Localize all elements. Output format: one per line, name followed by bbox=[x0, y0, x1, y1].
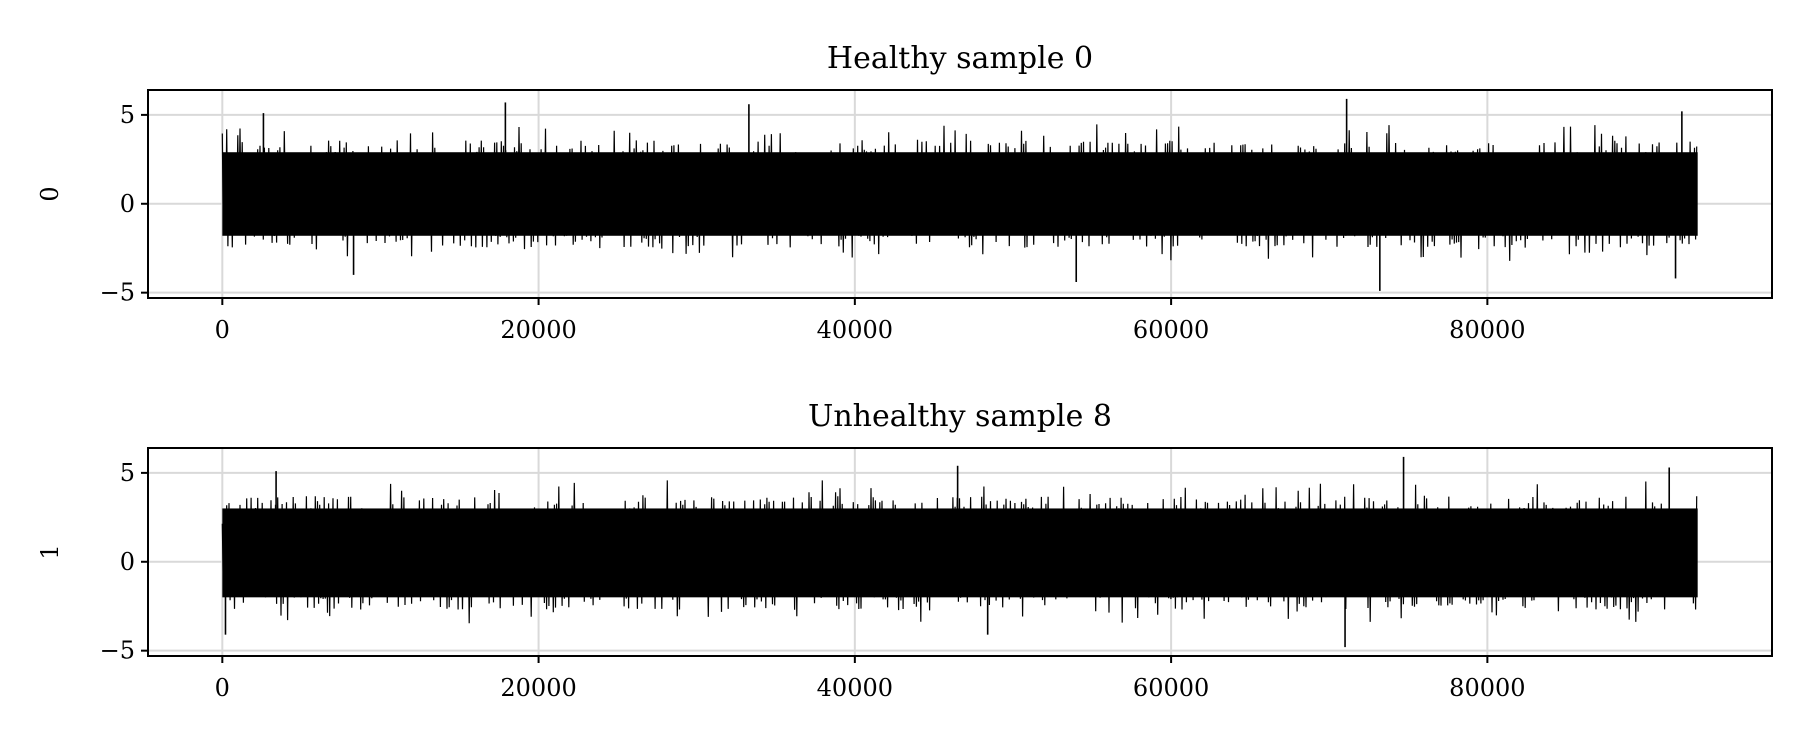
x-tick-label: 60000 bbox=[1133, 674, 1209, 702]
signal-core bbox=[222, 152, 1698, 236]
y-tick-label: 5 bbox=[120, 459, 135, 487]
y-tick-label: 0 bbox=[120, 548, 135, 576]
subplot-1: 0 20000 40000 60000 80000 −5 0 5 Unhealthy sampl… bbox=[36, 399, 1773, 702]
plot-frame bbox=[147, 89, 1773, 299]
x-tick-label: 20000 bbox=[500, 316, 576, 344]
subplot-0: 0 20000 40000 60000 80000 −5 0 5 Healthy sample … bbox=[36, 41, 1773, 344]
y-tick-label: 5 bbox=[120, 101, 135, 129]
plot-frame bbox=[147, 447, 1773, 657]
x-tick-label: 0 bbox=[215, 316, 230, 344]
signal-core bbox=[222, 508, 1698, 598]
x-tick-label: 0 bbox=[215, 674, 230, 702]
x-tick-label: 60000 bbox=[1133, 316, 1209, 344]
y-tick-label: 0 bbox=[120, 190, 135, 218]
y-axis-label: 0 bbox=[36, 186, 64, 201]
x-tick-label: 40000 bbox=[817, 674, 893, 702]
x-tick-label: 80000 bbox=[1449, 316, 1525, 344]
y-axis-label: 1 bbox=[36, 544, 64, 559]
chart-title: Healthy sample 0 bbox=[827, 41, 1093, 76]
x-tick-label: 20000 bbox=[500, 674, 576, 702]
y-tick-label: −5 bbox=[100, 637, 135, 665]
x-tick-label: 80000 bbox=[1449, 674, 1525, 702]
y-tick-label: −5 bbox=[100, 279, 135, 307]
chart-title: Unhealthy sample 8 bbox=[808, 399, 1112, 434]
x-tick-label: 40000 bbox=[817, 316, 893, 344]
